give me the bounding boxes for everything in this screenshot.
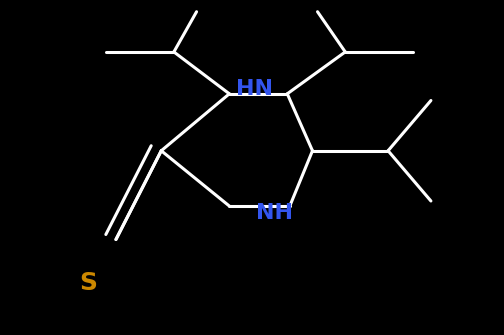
Text: S: S [79,271,97,295]
Text: HN: HN [236,79,273,99]
Text: NH: NH [256,203,293,223]
